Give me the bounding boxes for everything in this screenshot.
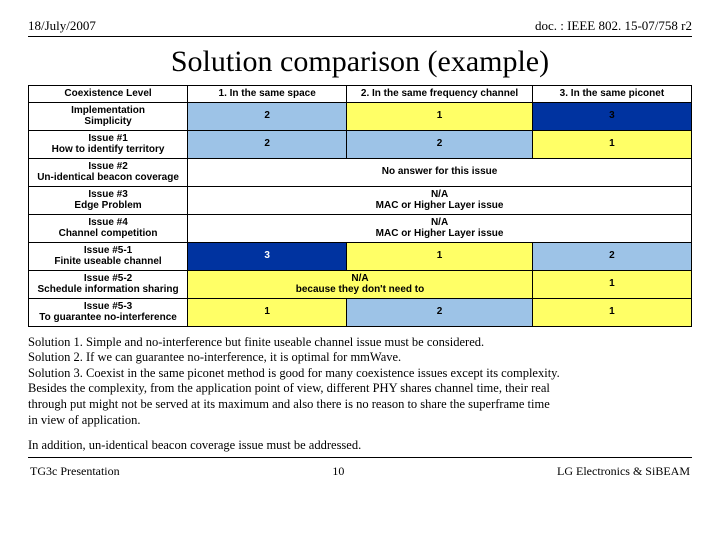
row-cell: 2 (188, 130, 347, 158)
row-label: ImplementationSimplicity (29, 102, 188, 130)
note-line: in view of application. (28, 413, 692, 429)
table-row: Issue #5-2Schedule information sharingN/… (29, 270, 692, 298)
table-header-row: Coexistence Level1. In the same space2. … (29, 86, 692, 103)
note-line: Solution 3. Coexist in the same piconet … (28, 366, 692, 382)
table-row: Issue #5-1Finite useable channel312 (29, 242, 692, 270)
row-cell: 3 (188, 242, 347, 270)
row-cell: 2 (347, 130, 533, 158)
footer-right: LG Electronics & SiBEAM (557, 464, 690, 479)
table-row: Issue #4Channel competitionN/AMAC or Hig… (29, 214, 692, 242)
row-cell: 1 (188, 298, 347, 326)
note-line: Solution 2. If we can guarantee no-inter… (28, 350, 692, 366)
row-label: Issue #4Channel competition (29, 214, 188, 242)
table-header-cell: 3. In the same piconet (532, 86, 691, 103)
row-label: Issue #5-1Finite useable channel (29, 242, 188, 270)
table-row: Issue #1How to identify territory221 (29, 130, 692, 158)
notes: Solution 1. Simple and no-interference b… (28, 335, 692, 429)
table-header-cell: Coexistence Level (29, 86, 188, 103)
row-cell: 2 (347, 298, 533, 326)
table-body: ImplementationSimplicity213Issue #1How t… (29, 102, 692, 326)
note-line: through put might not be served at its m… (28, 397, 692, 413)
footer-page: 10 (332, 464, 344, 479)
row-cell: 1 (347, 242, 533, 270)
table-row: Issue #5-3To guarantee no-interference12… (29, 298, 692, 326)
row-label: Issue #5-3To guarantee no-interference (29, 298, 188, 326)
row-label: Issue #2Un-identical beacon coverage (29, 158, 188, 186)
row-cell: 2 (532, 242, 691, 270)
row-cell: 1 (532, 298, 691, 326)
row-span: N/AMAC or Higher Layer issue (188, 214, 692, 242)
table-row: ImplementationSimplicity213 (29, 102, 692, 130)
page-title: Solution comparison (example) (28, 45, 692, 79)
row-span: No answer for this issue (188, 158, 692, 186)
row-span: N/AMAC or Higher Layer issue (188, 186, 692, 214)
header: 18/July/2007 doc. : IEEE 802. 15-07/758 … (28, 18, 692, 37)
table-header-cell: 2. In the same frequency channel (347, 86, 533, 103)
notes-addendum: In addition, un-identical beacon coverag… (28, 438, 692, 458)
table-header-cell: 1. In the same space (188, 86, 347, 103)
header-date: 18/July/2007 (28, 18, 96, 34)
row-label: Issue #1How to identify territory (29, 130, 188, 158)
note-line: Solution 1. Simple and no-interference b… (28, 335, 692, 351)
row-cell: 1 (532, 130, 691, 158)
row-label: Issue #3Edge Problem (29, 186, 188, 214)
header-doc: doc. : IEEE 802. 15-07/758 r2 (535, 18, 692, 34)
row-cell: 2 (188, 102, 347, 130)
comparison-table: Coexistence Level1. In the same space2. … (28, 85, 692, 327)
row-span: N/Abecause they don't need to (188, 270, 533, 298)
row-cell: 1 (347, 102, 533, 130)
row-cell: 3 (532, 102, 691, 130)
table-row: Issue #2Un-identical beacon coverageNo a… (29, 158, 692, 186)
row-cell: 1 (532, 270, 691, 298)
row-label: Issue #5-2Schedule information sharing (29, 270, 188, 298)
note-line: Besides the complexity, from the applica… (28, 381, 692, 397)
footer-left: TG3c Presentation (30, 464, 120, 479)
footer: TG3c Presentation 10 LG Electronics & Si… (28, 464, 692, 479)
table-row: Issue #3Edge ProblemN/AMAC or Higher Lay… (29, 186, 692, 214)
